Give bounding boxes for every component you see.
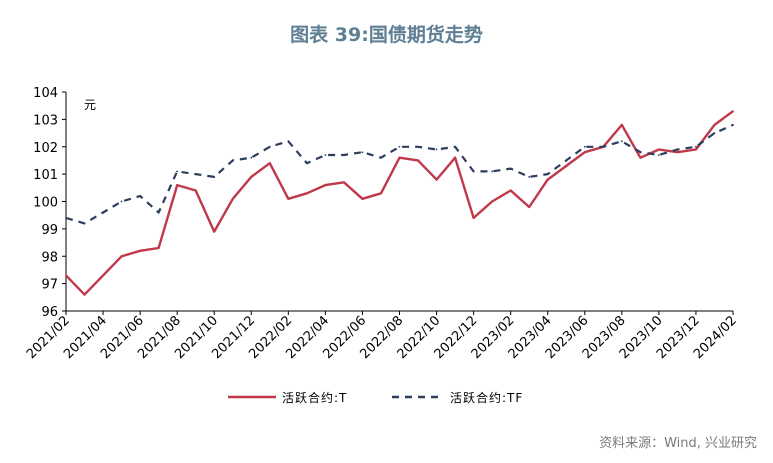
y-tick-label: 99 bbox=[41, 223, 58, 238]
data-point bbox=[120, 200, 123, 203]
y-tick-label: 96 bbox=[41, 305, 58, 320]
series-line-t bbox=[65, 110, 734, 296]
data-point bbox=[83, 293, 86, 296]
data-point bbox=[546, 173, 549, 176]
data-point bbox=[491, 170, 494, 173]
y-tick-label: 101 bbox=[33, 168, 58, 183]
data-point bbox=[546, 178, 549, 181]
data-point bbox=[380, 192, 382, 195]
data-point bbox=[324, 154, 327, 156]
data-point bbox=[639, 156, 642, 159]
data-point bbox=[343, 181, 345, 184]
data-point bbox=[268, 162, 271, 165]
data-point bbox=[620, 123, 623, 126]
data-point bbox=[120, 255, 123, 258]
data-point bbox=[528, 175, 531, 178]
data-point bbox=[361, 197, 364, 200]
source-note: 资料来源：Wind, 兴业研究 bbox=[599, 436, 757, 451]
y-axis-unit-label: 元 bbox=[84, 98, 96, 112]
data-point bbox=[231, 159, 234, 162]
x-axis: 2021/022021/042021/062021/082021/102021/… bbox=[24, 310, 740, 362]
series-line-tf bbox=[65, 123, 734, 225]
data-point bbox=[472, 170, 475, 173]
data-point bbox=[287, 197, 290, 200]
data-point bbox=[324, 184, 327, 186]
data-point bbox=[639, 151, 642, 154]
data-point bbox=[380, 156, 382, 159]
data-point bbox=[509, 189, 512, 192]
data-point bbox=[454, 145, 456, 148]
data-point bbox=[250, 156, 253, 159]
data-point bbox=[287, 140, 290, 143]
data-point bbox=[231, 197, 234, 200]
data-point bbox=[65, 274, 67, 277]
data-point bbox=[695, 148, 697, 151]
data-point bbox=[657, 154, 660, 156]
y-tick-label: 97 bbox=[41, 278, 58, 293]
data-point bbox=[305, 192, 308, 195]
data-point bbox=[602, 145, 605, 148]
data-point bbox=[398, 156, 401, 159]
y-tick-label: 100 bbox=[33, 196, 58, 211]
data-point bbox=[676, 151, 679, 154]
y-tick-label: 102 bbox=[33, 141, 58, 156]
data-point bbox=[65, 217, 67, 219]
data-point bbox=[417, 145, 419, 148]
data-point bbox=[176, 184, 179, 186]
data-point bbox=[435, 178, 438, 181]
data-point bbox=[176, 170, 179, 173]
data-point bbox=[157, 247, 160, 249]
data-point bbox=[213, 175, 216, 178]
data-point bbox=[454, 156, 456, 159]
data-point bbox=[565, 165, 568, 167]
data-point bbox=[213, 230, 216, 233]
data-point bbox=[194, 173, 197, 176]
data-point bbox=[509, 167, 512, 170]
plot-area bbox=[65, 110, 734, 296]
data-point bbox=[139, 249, 142, 252]
data-point bbox=[139, 195, 142, 197]
data-point bbox=[713, 123, 716, 126]
data-point bbox=[102, 274, 104, 277]
legend-label-t: 活跃合约:T bbox=[282, 390, 347, 405]
legend: 活跃合约:T 活跃合约:TF bbox=[228, 390, 523, 405]
data-point bbox=[194, 189, 197, 192]
y-tick-label: 104 bbox=[33, 86, 58, 101]
data-point bbox=[305, 162, 308, 165]
data-point bbox=[583, 151, 586, 154]
data-point bbox=[676, 148, 679, 151]
data-point bbox=[472, 217, 475, 219]
data-point bbox=[102, 211, 104, 214]
data-point bbox=[732, 123, 734, 126]
data-point bbox=[732, 110, 734, 113]
y-tick-label: 98 bbox=[41, 250, 58, 265]
data-point bbox=[491, 200, 494, 203]
data-point bbox=[657, 148, 660, 151]
y-axis: 96 97 98 99 100 101 102 103 104 bbox=[33, 86, 67, 320]
data-point bbox=[250, 175, 253, 178]
data-point bbox=[417, 159, 419, 162]
chart-title: 图表 39:国债期货走势 bbox=[290, 24, 483, 46]
data-point bbox=[157, 211, 160, 214]
data-point bbox=[398, 145, 401, 148]
data-point bbox=[343, 154, 345, 156]
data-point bbox=[695, 145, 697, 148]
data-point bbox=[83, 222, 86, 225]
data-point bbox=[528, 206, 531, 208]
data-point bbox=[620, 140, 623, 143]
y-tick-label: 103 bbox=[33, 113, 58, 128]
legend-label-tf: 活跃合约:TF bbox=[450, 390, 523, 405]
data-point bbox=[361, 151, 364, 154]
data-point bbox=[435, 148, 438, 151]
data-point bbox=[583, 145, 586, 148]
data-point bbox=[565, 159, 568, 162]
data-point bbox=[268, 145, 271, 148]
data-point bbox=[713, 132, 716, 134]
